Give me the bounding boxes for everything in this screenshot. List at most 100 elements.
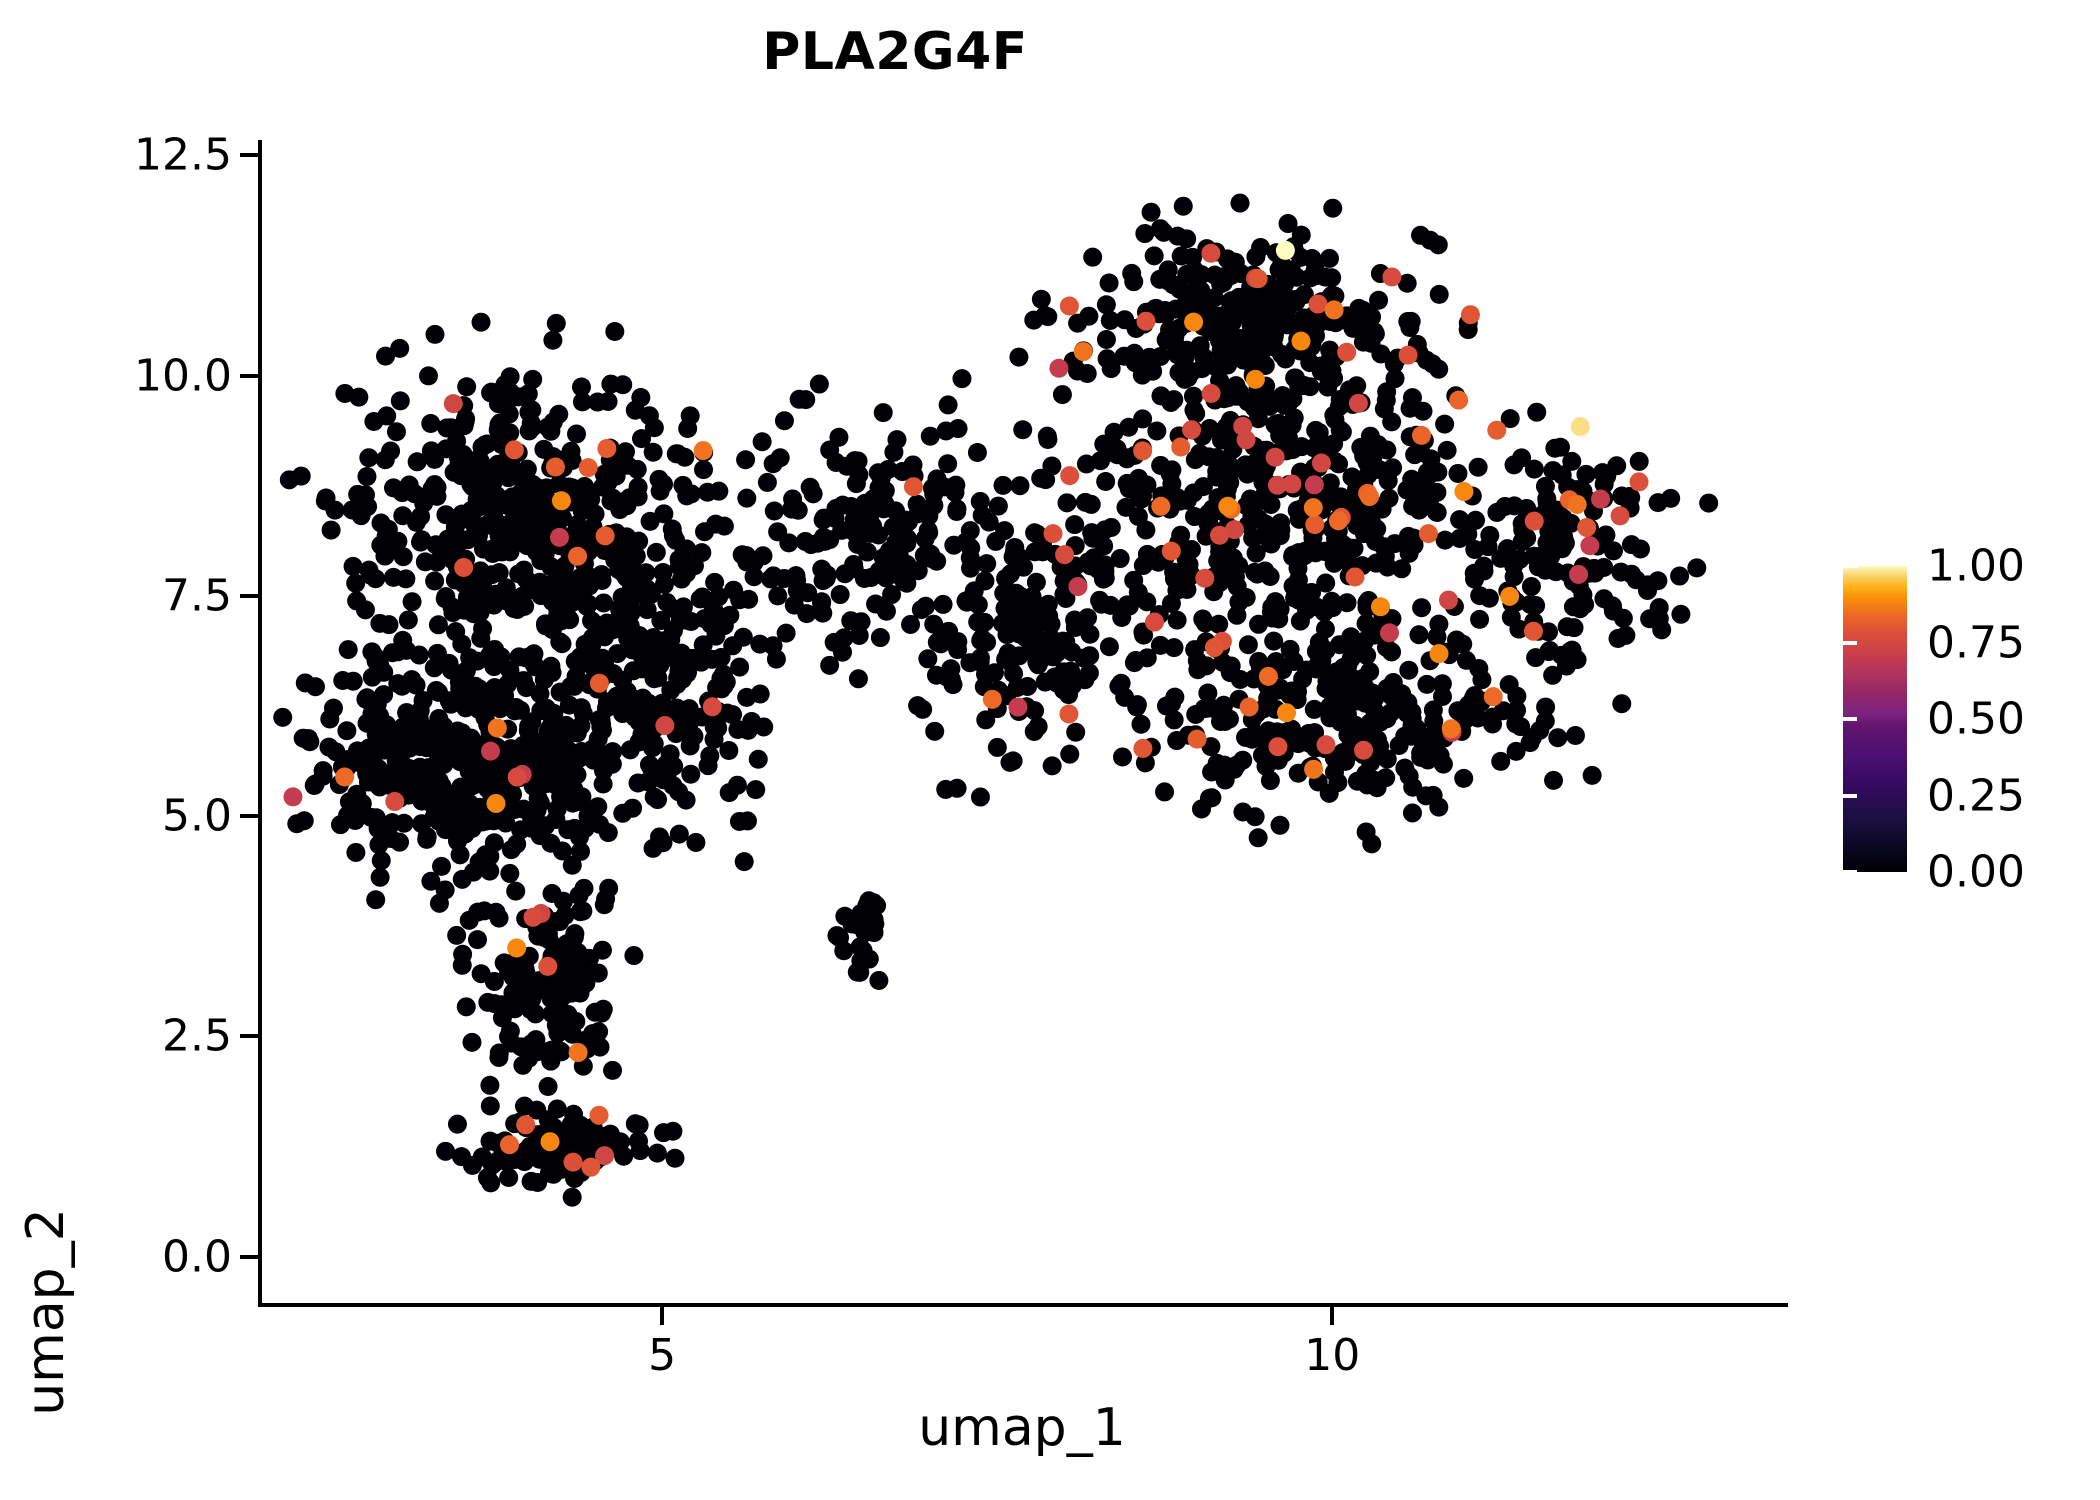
scatter-point [720, 605, 740, 625]
scatter-point [559, 740, 579, 760]
scatter-point [1399, 538, 1419, 558]
scatter-point [1435, 530, 1455, 550]
y-tick-label: 7.5 [162, 570, 232, 622]
scatter-point [1328, 511, 1348, 531]
scatter-point [1560, 641, 1580, 661]
scatter-point [1182, 420, 1202, 440]
scatter-point [597, 692, 617, 712]
scatter-point [1323, 677, 1342, 697]
scatter-point [613, 690, 633, 710]
scatter-point [369, 835, 389, 855]
scatter-point [590, 1037, 610, 1057]
scatter-point [339, 792, 359, 812]
scatter-point [532, 584, 552, 604]
scatter-point [1188, 660, 1208, 680]
scatter-point [516, 1115, 536, 1135]
scatter-point [728, 719, 748, 739]
scatter-point [1416, 786, 1436, 806]
scatter-point [1028, 635, 1048, 655]
scatter-point [861, 568, 881, 587]
scatter-point [600, 1124, 620, 1144]
scatter-point [655, 715, 675, 735]
scatter-point [446, 725, 466, 745]
scatter-point [571, 841, 590, 861]
scatter-point [1258, 721, 1278, 741]
scatter-point [1458, 320, 1478, 340]
scatter-point [1360, 487, 1380, 507]
scatter-point [1099, 273, 1119, 293]
scatter-point [1429, 644, 1449, 664]
x-axis-spine [258, 1303, 1788, 1307]
scatter-point [313, 766, 333, 786]
scatter-point [628, 1131, 648, 1151]
y-tick-label: 12.5 [134, 129, 232, 181]
scatter-point [1510, 549, 1530, 569]
scatter-point [1616, 625, 1636, 645]
scatter-point [1210, 525, 1230, 545]
scatter-point [1362, 834, 1382, 854]
scatter-point [1119, 417, 1139, 437]
scatter-point [1254, 461, 1274, 481]
scatter-point [325, 500, 345, 520]
scatter-point [654, 770, 674, 790]
scatter-point [1337, 342, 1357, 362]
scatter-point [545, 774, 565, 794]
scatter-point [1031, 289, 1051, 309]
scatter-point [817, 565, 837, 585]
scatter-point [335, 767, 355, 787]
scatter-point [1504, 496, 1524, 516]
scatter-point [1187, 729, 1207, 749]
scatter-point [1167, 488, 1187, 508]
colorbar-tick-label: 0.75 [1927, 617, 2025, 668]
scatter-point [1026, 572, 1046, 592]
scatter-point [1470, 586, 1490, 606]
scatter-point [1170, 279, 1190, 299]
scatter-point [1325, 286, 1345, 306]
scatter-point [705, 602, 725, 622]
scatter-point [362, 667, 382, 687]
scatter-point [1133, 738, 1153, 758]
scatter-point [845, 451, 865, 471]
scatter-point [1530, 720, 1550, 740]
scatter-point [1147, 421, 1167, 441]
scatter-point [1576, 464, 1596, 484]
scatter-point [899, 512, 919, 532]
scatter-point [447, 925, 467, 945]
scatter-point [351, 506, 371, 526]
colorbar-tick-mark [1843, 717, 1857, 721]
scatter-point [1348, 393, 1368, 413]
scatter-point [1137, 475, 1157, 495]
scatter-point [385, 792, 405, 812]
scatter-point [1507, 700, 1527, 720]
scatter-point [450, 845, 470, 865]
scatter-point [987, 737, 1007, 757]
scatter-point [1141, 202, 1161, 222]
scatter-point [1132, 365, 1152, 385]
scatter-point [1227, 576, 1247, 596]
scatter-point [705, 572, 725, 592]
colorbar-tick-mark [1843, 870, 1857, 874]
scatter-point [1131, 714, 1151, 734]
y-tick-label: 0.0 [162, 1231, 232, 1283]
scatter-point [1112, 607, 1132, 627]
scatter-point [1277, 703, 1297, 723]
scatter-point [784, 595, 804, 615]
scatter-point [1423, 700, 1443, 720]
y-tick-mark [240, 1254, 258, 1259]
scatter-point [510, 483, 530, 503]
scatter-point [1337, 593, 1357, 613]
scatter-point [695, 522, 715, 542]
scatter-point [1374, 399, 1394, 419]
scatter-point [1429, 284, 1449, 304]
scatter-point [490, 413, 510, 433]
scatter-point [567, 424, 586, 444]
scatter-point [563, 1152, 583, 1172]
scatter-point [1043, 647, 1063, 667]
scatter-point [1198, 683, 1218, 703]
scatter-point [982, 689, 1002, 709]
scatter-point [1230, 193, 1250, 213]
scatter-point [1000, 752, 1020, 772]
scatter-point [1135, 224, 1155, 244]
scatter-point [575, 973, 595, 993]
scatter-point [436, 587, 456, 607]
